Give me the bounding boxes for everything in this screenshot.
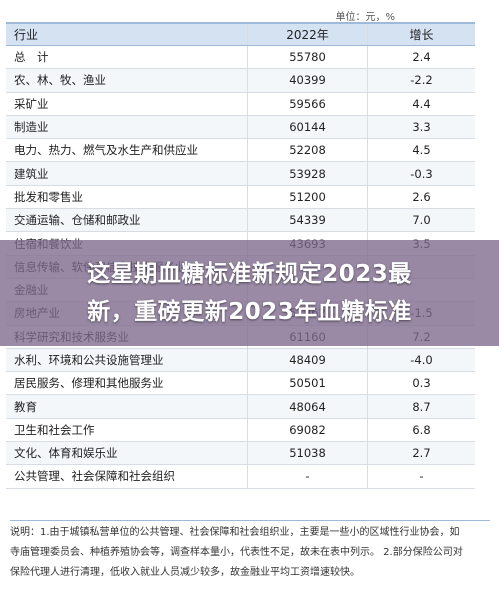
industry-cell: 批发和零售业 xyxy=(6,185,248,209)
industry-cell: 采矿业 xyxy=(6,92,248,115)
wage-cell: 59566 xyxy=(248,92,368,115)
headline-line-1: 这星期血糖标准新规定2023最 xyxy=(87,261,412,287)
wage-cell: 48409 xyxy=(248,348,368,372)
industry-cell: 教育 xyxy=(6,395,248,418)
header-growth: 增长 xyxy=(409,28,434,42)
industry-cell: 制造业 xyxy=(6,115,248,139)
growth-cell: 2.4 xyxy=(412,50,431,65)
industry-cell: 建筑业 xyxy=(6,162,248,185)
header-industry: 行业 xyxy=(6,24,248,45)
wage-cell: 51038 xyxy=(248,442,368,465)
table-row: 采矿业 59566 4.4 xyxy=(6,92,475,116)
growth-cell: 2.6 xyxy=(412,189,431,204)
industry-cell: 电力、热力、燃气及水生产和供应业 xyxy=(6,139,248,162)
growth-cell: -0.3 xyxy=(410,166,433,181)
growth-cell: 6.8 xyxy=(412,422,431,437)
growth-cell: 8.7 xyxy=(412,399,431,414)
growth-cell: 7.0 xyxy=(412,213,431,228)
footnote: 说明：1.由于城镇私营单位的公共管理、社会保障和社会组织业，主要是一些小的区域性… xyxy=(10,520,490,583)
table-row: 总 计 55780 2.4 xyxy=(6,46,475,70)
wage-cell: 69082 xyxy=(248,418,368,442)
table-row: 公共管理、社会保障和社会组织 - - xyxy=(6,465,475,489)
table-row: 农、林、牧、渔业 40399 -2.2 xyxy=(6,69,475,93)
growth-cell: 0.3 xyxy=(412,376,431,391)
table-row: 电力、热力、燃气及水生产和供应业 52208 4.5 xyxy=(6,139,475,163)
industry-cell: 居民服务、修理和其他服务业 xyxy=(6,372,248,395)
growth-cell: 2.7 xyxy=(412,446,431,461)
table-row: 教育 48064 8.7 xyxy=(6,395,475,419)
table-row: 批发和零售业 51200 2.6 xyxy=(6,185,475,210)
industry-cell: 农、林、牧、渔业 xyxy=(6,69,248,92)
table-row: 文化、体育和娱乐业 51038 2.7 xyxy=(6,442,475,466)
growth-cell: 4.5 xyxy=(412,143,431,158)
growth-cell: -2.2 xyxy=(410,73,433,88)
wage-cell: 48064 xyxy=(248,395,368,418)
headline-banner: 这星期血糖标准新规定2023最 新，重磅更新2023年血糖标准 xyxy=(0,240,499,346)
industry-cell: 水利、环境和公共设施管理业 xyxy=(6,348,248,372)
industry-cell: 卫生和社会工作 xyxy=(6,418,248,442)
footnote-line: 说明：1.由于城镇私营单位的公共管理、社会保障和社会组织业，主要是一些小的区域性… xyxy=(10,527,460,538)
growth-cell: 3.3 xyxy=(412,120,431,135)
industry-cell: 总 计 xyxy=(6,46,248,69)
wage-cell: 50501 xyxy=(248,372,368,395)
footnote-line: 寺庙管理委员会、种植养殖协会等，调查样本量小，代表性不足，故未在表中列示。 2.… xyxy=(10,547,463,558)
wage-cell: 52208 xyxy=(248,139,368,162)
table-row: 水利、环境和公共设施管理业 48409 -4.0 xyxy=(6,348,475,373)
headline-line-2: 新，重磅更新2023年血糖标准 xyxy=(87,299,412,325)
wage-cell: 54339 xyxy=(248,209,368,232)
table-row: 卫生和社会工作 69082 6.8 xyxy=(6,418,475,443)
table-row: 制造业 60144 3.3 xyxy=(6,115,475,140)
wage-cell: - xyxy=(248,465,368,488)
industry-cell: 公共管理、社会保障和社会组织 xyxy=(6,465,248,488)
wage-cell: 51200 xyxy=(248,185,368,209)
wage-cell: 53928 xyxy=(248,162,368,185)
table-header-row: 行业 2022年 增长 xyxy=(6,24,475,46)
wage-cell: 60144 xyxy=(248,115,368,139)
wage-cell: 40399 xyxy=(248,69,368,92)
header-year: 2022年 xyxy=(248,24,368,45)
growth-cell: -4.0 xyxy=(410,353,433,367)
growth-cell: 4.4 xyxy=(412,96,431,111)
industry-cell: 文化、体育和娱乐业 xyxy=(6,442,248,465)
industry-cell: 交通运输、仓储和邮政业 xyxy=(6,209,248,232)
footnote-line: 保险代理人进行清理，低收入就业人员减少较多，故金融业平均工资增速较快。 xyxy=(10,567,360,578)
wage-cell: 55780 xyxy=(248,46,368,69)
table-row: 建筑业 53928 -0.3 xyxy=(6,162,475,186)
growth-cell: - xyxy=(419,469,424,484)
table-row: 交通运输、仓储和邮政业 54339 7.0 xyxy=(6,209,475,233)
table-row: 居民服务、修理和其他服务业 50501 0.3 xyxy=(6,372,475,396)
unit-label: 单位：元，% xyxy=(335,12,395,23)
